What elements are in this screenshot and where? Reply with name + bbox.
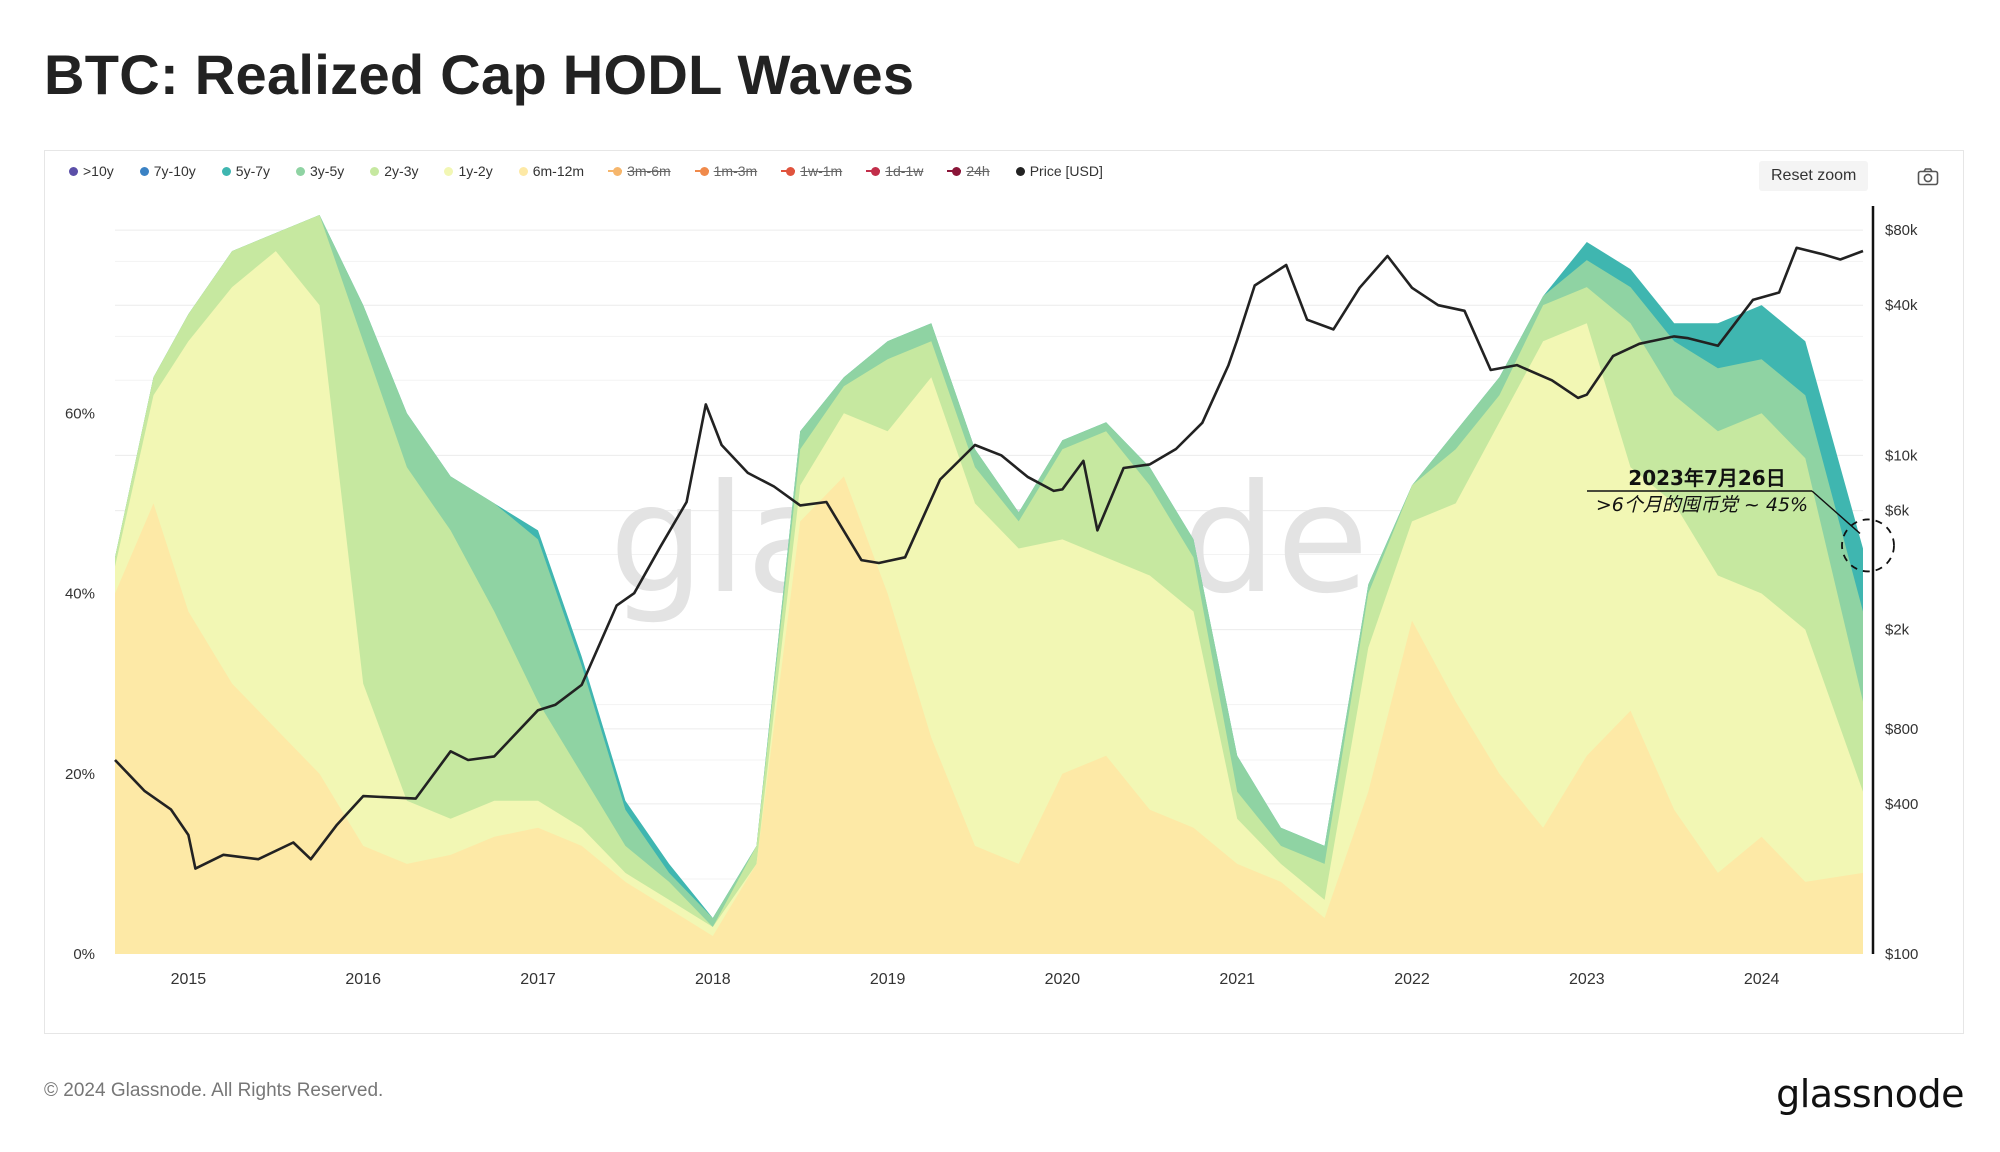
legend-item-5y-7y[interactable]: 5y-7y — [221, 163, 271, 179]
legend-item-1m-3m[interactable]: 1m-3m — [694, 163, 758, 179]
page-title: BTC: Realized Cap HODL Waves — [44, 43, 915, 106]
legend-dot — [296, 166, 306, 176]
area-6m-12m — [115, 476, 1863, 954]
y-right-tick-label: $800 — [1885, 721, 1918, 738]
legend-item-3y-5y[interactable]: 3y-5y — [296, 163, 344, 179]
legend-label: 7y-10y — [153, 163, 196, 179]
y-right-tick-label: $10k — [1885, 447, 1918, 464]
legend-dot — [871, 166, 881, 176]
legend-dot — [518, 166, 528, 176]
annotation-leader — [1811, 490, 1861, 534]
y-right-tick-label: $40k — [1885, 297, 1918, 314]
legend-dot — [1015, 166, 1025, 176]
x-tick-label: 2024 — [1744, 971, 1780, 988]
legend-item-price-usd[interactable]: Price [USD] — [1015, 163, 1103, 179]
price-line — [114, 246, 1864, 870]
legend-label: 6m-12m — [532, 163, 585, 179]
legend-label: 3m-6m — [627, 163, 671, 179]
annotation-label: >6个月的囤币党 ~ 45% — [1596, 494, 1808, 516]
legend-dot — [699, 166, 709, 176]
x-tick-label: 2021 — [1219, 971, 1255, 988]
y-right-tick-label: $2k — [1885, 622, 1910, 639]
legend-label: 1y-2y — [458, 163, 493, 179]
y-right-tick-label: $6k — [1885, 503, 1910, 520]
legend-dot — [786, 166, 796, 176]
legend-label: 1w-1m — [800, 163, 843, 179]
legend-item-3m-6m[interactable]: 3m-6m — [608, 163, 671, 179]
annotation-date: 2023年7月26日 — [1628, 466, 1785, 490]
y-right-tick-label: $400 — [1885, 796, 1918, 813]
x-tick-label: 2017 — [520, 971, 556, 988]
hodl-waves-chart: glassnode60%40%20%0%$80k$40k$10k$6k$2k$8… — [65, 206, 1918, 988]
y-left-tick-label: 20% — [65, 766, 95, 783]
x-tick-label: 2016 — [345, 971, 381, 988]
legend-dot — [613, 166, 623, 176]
legend-item-7y-10y[interactable]: 7y-10y — [139, 163, 196, 179]
legend-dot — [444, 166, 454, 176]
chart-legend: >10y 7y-10y 5y-7y 3y-5y 2y-3y 1y-2y 6m-12m 3m-6… — [69, 163, 1129, 179]
legend-label: >10y — [83, 163, 114, 179]
legend-label: 1m-3m — [713, 163, 758, 179]
legend-item-24h[interactable]: 24h — [947, 163, 990, 179]
legend-dot — [139, 166, 149, 176]
y-right-tick-label: $100 — [1885, 946, 1918, 963]
legend-item-1y-2y[interactable]: 1y-2y — [444, 163, 493, 179]
legend-dot — [69, 166, 78, 176]
legend-label: 3y-5y — [310, 163, 345, 179]
y-right-tick-label: $80k — [1885, 222, 1918, 239]
legend-item-2y-3y[interactable]: 2y-3y — [370, 163, 418, 179]
reset-zoom-button[interactable]: Reset zoom — [1759, 161, 1869, 191]
legend-dot — [221, 166, 231, 176]
y-left-tick-label: 40% — [65, 586, 95, 603]
legend-label: 1d-1w — [885, 163, 924, 179]
legend-item-1d-1w[interactable]: 1d-1w — [866, 163, 924, 179]
x-tick-label: 2015 — [171, 971, 207, 988]
legend-dot — [370, 166, 380, 176]
annotation-circle — [1841, 518, 1895, 573]
glassnode-logo: glassnode — [1776, 1072, 1964, 1116]
x-tick-label: 2023 — [1569, 971, 1605, 988]
chart-panel: >10y 7y-10y 5y-7y 3y-5y 2y-3y 1y-2y 6m-12m 3m-6… — [44, 150, 1964, 1034]
footer-copyright: © 2024 Glassnode. All Rights Reserved. — [44, 1080, 384, 1101]
legend-dot — [952, 166, 962, 176]
x-tick-label: 2022 — [1394, 971, 1430, 988]
legend-item-6m-12m[interactable]: 6m-12m — [518, 163, 585, 179]
legend-item-10y[interactable]: >10y — [69, 163, 114, 179]
y-left-tick-label: 0% — [73, 946, 95, 963]
x-tick-label: 2020 — [1045, 971, 1081, 988]
legend-label: 24h — [966, 163, 990, 179]
x-tick-label: 2019 — [870, 971, 906, 988]
camera-icon[interactable] — [1917, 167, 1939, 187]
legend-label: 2y-3y — [384, 163, 419, 179]
legend-label: Price [USD] — [1029, 163, 1103, 179]
legend-item-1w-1m[interactable]: 1w-1m — [781, 163, 843, 179]
x-tick-label: 2018 — [695, 971, 731, 988]
y-left-tick-label: 60% — [65, 405, 95, 422]
legend-label: 5y-7y — [235, 163, 271, 179]
